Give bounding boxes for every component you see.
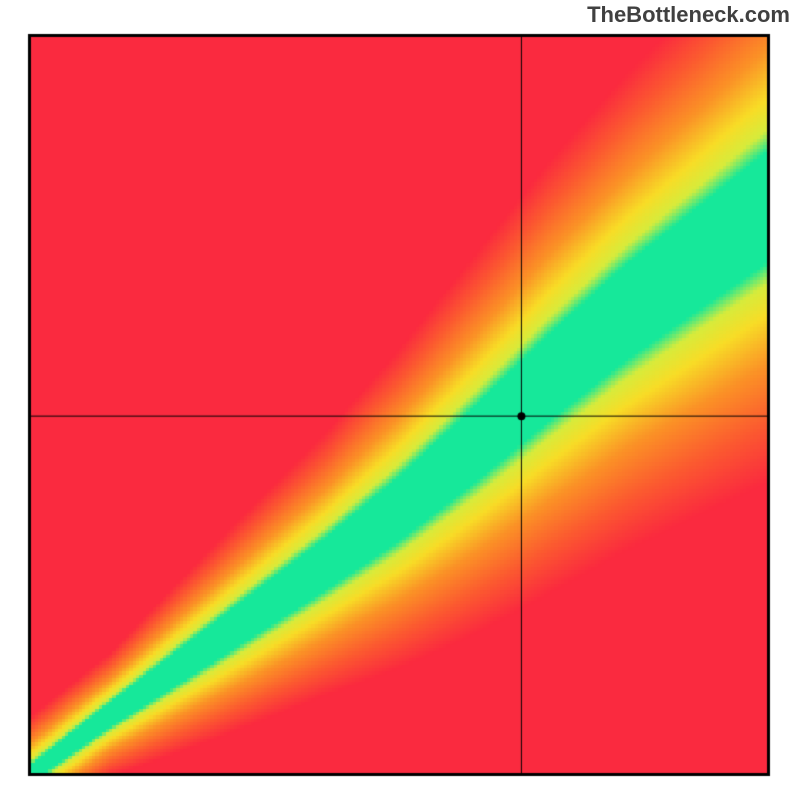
chart-container: TheBottleneck.com (0, 0, 800, 800)
bottleneck-heatmap (0, 0, 800, 800)
watermark-text: TheBottleneck.com (587, 2, 790, 28)
